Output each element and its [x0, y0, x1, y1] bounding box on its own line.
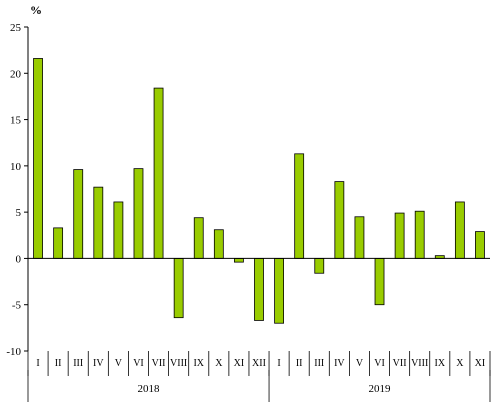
x-tick-label: V: [115, 358, 123, 369]
bar: [475, 231, 485, 259]
bar: [454, 201, 465, 259]
bar: [374, 258, 385, 306]
y-tick-label: 0: [16, 253, 22, 265]
bar: [153, 87, 164, 259]
bar: [193, 217, 204, 259]
unit-label: %: [30, 3, 42, 17]
x-tick-label: IX: [193, 358, 204, 369]
y-tick-label: 5: [16, 207, 22, 219]
x-tick-label: VI: [133, 358, 144, 369]
x-tick-label: III: [73, 358, 83, 369]
x-tick-label: VII: [152, 358, 166, 369]
bars: [33, 58, 485, 324]
bar: [294, 153, 305, 259]
bar: [73, 169, 84, 259]
bar: [93, 186, 104, 259]
x-tick-label: IX: [435, 358, 446, 369]
x-tick-label: VIII: [411, 358, 428, 369]
x-tick-label: VI: [374, 358, 385, 369]
bar: [274, 258, 284, 324]
x-tick-label: II: [55, 358, 62, 369]
bar: [33, 58, 43, 259]
x-tick-label: III: [314, 358, 324, 369]
bar: [213, 229, 224, 259]
x-tick-label: XII: [252, 358, 266, 369]
y-tick-label: 20: [10, 68, 22, 80]
bar: [414, 210, 425, 259]
x-tick-label: VIII: [170, 358, 187, 369]
group-label: 2018: [138, 383, 161, 395]
x-tick-label: V: [356, 358, 364, 369]
x-tick-label: I: [277, 358, 280, 369]
x-tick-label: X: [215, 358, 223, 369]
group-label: 2019: [369, 383, 392, 395]
x-tick-label: VII: [393, 358, 407, 369]
y-tick-label: 10: [10, 161, 22, 173]
bar: [394, 212, 405, 259]
bar: [53, 227, 64, 259]
y-axis: -10 -5 0 5 10 15 20 25: [6, 22, 29, 358]
x-tick-label: IV: [93, 358, 104, 369]
bar: [113, 201, 124, 259]
bar: [254, 258, 264, 321]
x-tick-label: IV: [334, 358, 345, 369]
x-tick-label: X: [456, 358, 464, 369]
y-tick-label: 15: [10, 115, 22, 127]
x-tick-label: XI: [475, 358, 486, 369]
bar: [173, 258, 184, 319]
x-tick-label: XI: [234, 358, 245, 369]
bar: [314, 258, 325, 274]
x-tick-label: II: [296, 358, 303, 369]
bar: [234, 258, 244, 263]
y-tick-label: -10: [6, 346, 21, 358]
x-tick-label: I: [36, 358, 39, 369]
bar: [334, 181, 345, 259]
x-axis: I II III IV V VI VII VIII IX X XI XII I II III IV V VI VII…: [27, 257, 491, 402]
y-tick-label: 25: [10, 22, 22, 34]
bar: [354, 216, 365, 259]
bar: [133, 168, 144, 259]
y-tick-label: -5: [12, 300, 22, 312]
